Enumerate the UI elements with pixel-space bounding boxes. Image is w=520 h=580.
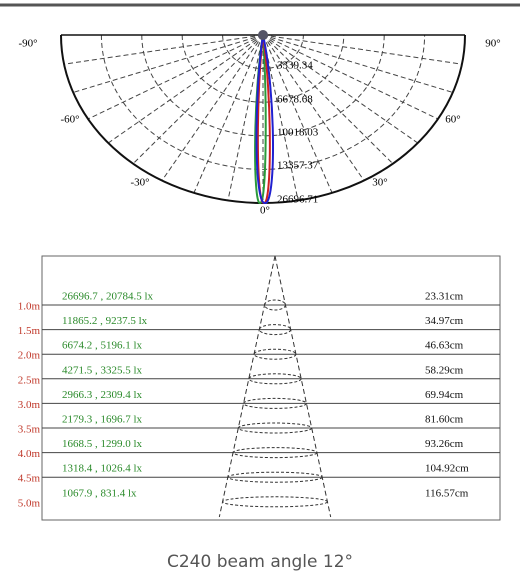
ring [222,34,304,70]
diameter-label: 34.97cm [425,315,464,327]
distance-label: 4.5m [18,473,41,485]
lux-label: 1318.4 , 1026.4 lx [62,463,143,475]
angle-label: 60° [445,114,460,126]
radial-label: 13357.37 [277,160,319,172]
intensity-curve [255,34,274,205]
lux-label: 1668.5 , 1299.0 lx [62,438,143,450]
diameter-label: 23.31cm [425,291,464,303]
radial-line [262,34,439,120]
radial-line [73,34,264,93]
beam-ring [222,496,328,508]
diameter-label: 58.29cm [425,364,464,376]
angle-label: 30° [372,177,387,189]
lux-label: 1067.9 , 831.4 lx [62,487,137,499]
lux-label: 2179.3 , 1696.7 lx [62,414,143,426]
distance-label: 2.0m [18,350,41,362]
radial-line [262,34,333,194]
distance-label: 1.5m [18,325,41,337]
lux-label: 11865.2 , 9237.5 lx [62,315,148,327]
center-dot [258,30,268,40]
radial-label: 3339.34 [277,60,313,72]
distance-label: 4.0m [18,448,41,460]
beam-ring [243,397,307,409]
diameter-label: 104.92cm [425,463,469,475]
radial-label: 10018.03 [277,127,319,139]
distance-label: 3.0m [18,399,41,411]
radial-line [161,34,264,181]
radial-line [193,34,264,194]
lux-label: 6674.2 , 5196.1 lx [62,340,143,352]
diameter-label: 69.94cm [425,389,464,401]
distance-label: 2.5m [18,374,41,386]
diameter-label: 46.63cm [425,340,464,352]
radial-line [132,34,264,165]
lux-label: 4271.5 , 3325.5 lx [62,364,143,376]
diameter-label: 93.26cm [425,438,464,450]
radial-line [262,34,453,93]
radial-line [262,34,394,165]
caption: C240 beam angle 12° [167,552,353,572]
angle-label: -60° [60,114,79,126]
radial-line [63,34,264,65]
distance-label: 1.0m [18,301,41,313]
radial-line [262,34,299,201]
radial-label: 6678.68 [277,94,313,106]
lux-label: 2966.3 , 2309.4 lx [62,389,143,401]
polar-plot: -90° 90° -60° 60° -30° 30° 0° 3339.34 6678.68 100… [18,30,501,217]
lux-label: 26696.7 , 20784.5 lx [62,291,154,303]
cone-edge [274,255,332,518]
ring [181,34,345,103]
radial-label: 26696.71 [277,194,318,206]
cone-edge [218,255,276,518]
beam-frame [41,255,501,521]
angle-label: -30° [130,177,149,189]
distance-label: 5.0m [18,497,41,509]
radial-line [227,34,264,201]
beam-ring [248,373,302,385]
radial-line [262,34,463,65]
ring [141,34,385,137]
angle-label: 0° [260,205,270,217]
radial-line [262,34,365,181]
angle-label: -90° [18,38,37,50]
diameter-label: 116.57cm [425,487,469,499]
ring [100,34,426,170]
beam-cone: 1.0m 26696.7 , 20784.5 lx 23.31cm 1.5m 11865… [18,255,500,518]
beam-ring [237,422,313,434]
distance-label: 3.5m [18,424,41,436]
diameter-label: 81.60cm [425,414,464,426]
angle-label: 90° [485,38,500,50]
radial-line [87,34,264,120]
